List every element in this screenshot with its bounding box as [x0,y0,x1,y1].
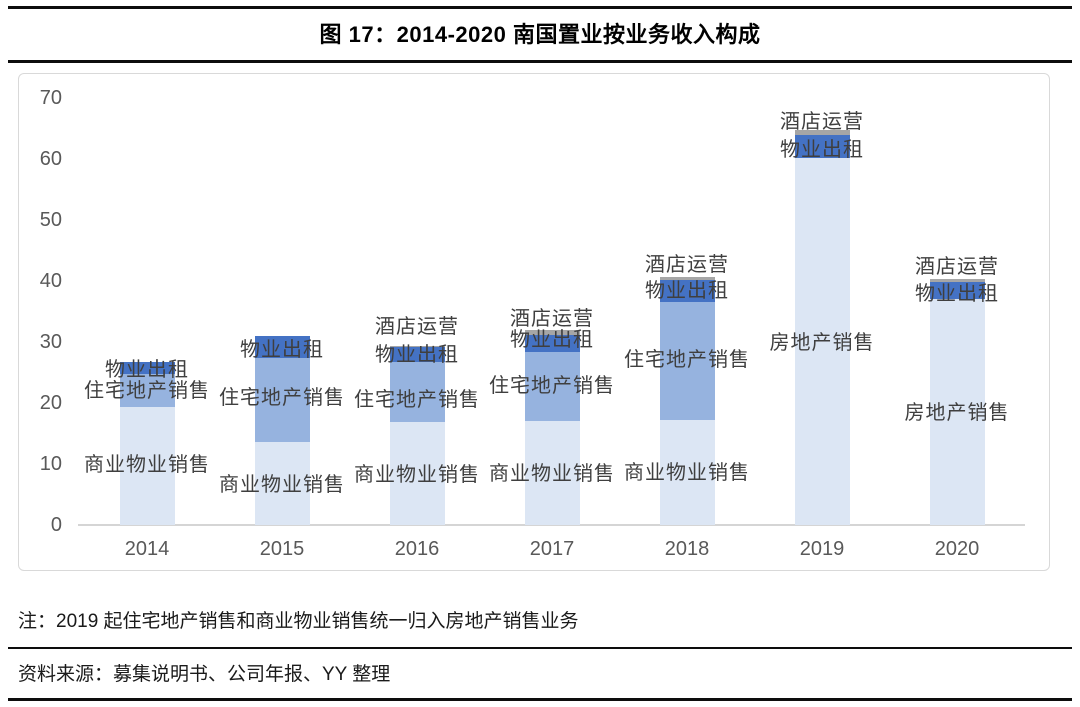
segment-label: 物业出租 [780,139,864,161]
segment-label: 商业物业销售 [624,462,750,484]
segment-label: 住宅地产销售 [84,380,210,402]
figure-title: 图 17：2014-2020 南国置业按业务收入构成 [319,22,761,47]
bar-segment-商业物业销售 [524,421,580,525]
y-axis-label: 70 [39,87,62,109]
segment-label: 酒店运营 [645,254,729,276]
bar-segment-酒店运营 [659,276,715,281]
x-axis-label: 2018 [664,538,710,560]
segment-label: 住宅地产销售 [624,349,750,371]
segment-label: 住宅地产销售 [219,387,345,409]
top-rule-line [8,6,1072,9]
bar-segment-商业物业销售 [254,442,310,525]
bar-segment-住宅地产销售 [389,361,445,422]
bar-segment-物业出租 [524,334,580,353]
bar-segment-物业出租 [659,280,715,303]
segment-label: 住宅地产销售 [354,389,480,411]
bar-segment-商业物业销售 [659,420,715,525]
footnote: 注：2019 起住宅地产销售和商业物业销售统一归入房地产销售业务 [18,611,579,632]
y-axis-label: 40 [39,270,62,292]
bar-segment-物业出租 [119,361,175,375]
bar-segment-酒店运营 [524,330,580,335]
segment-label: 物业出租 [375,344,459,366]
segment-label: 商业物业销售 [354,464,480,486]
bar-segment-物业出租 [254,335,310,358]
bottom-rule-line [8,698,1072,701]
segment-label: 商业物业销售 [489,463,615,485]
y-axis-label: 20 [39,392,62,414]
bar-segment-酒店运营 [389,346,445,348]
segment-label: 物业出租 [915,283,999,305]
bar-segment-物业出租 [929,282,985,300]
x-axis-label: 2020 [934,538,980,560]
bar-segment-酒店运营 [794,129,850,135]
x-axis-label: 2016 [394,538,440,560]
segment-label: 酒店运营 [375,316,459,338]
bar-segment-商业物业销售 [119,407,175,525]
x-axis-baseline [78,524,1025,526]
segment-label: 商业物业销售 [219,474,345,496]
bar-segment-房地产销售 [929,299,985,525]
segment-label: 物业出租 [240,339,324,361]
segment-label: 酒店运营 [510,308,594,330]
bar-segment-住宅地产销售 [119,374,175,408]
segment-label: 物业出租 [645,280,729,302]
segment-label: 房地产销售 [769,332,875,354]
y-axis-label: 30 [39,331,62,353]
y-axis-label: 50 [39,209,62,231]
x-axis-label: 2017 [529,538,575,560]
segment-label: 酒店运营 [915,256,999,278]
bar-segment-酒店运营 [929,278,985,283]
x-axis-label: 2015 [259,538,305,560]
bar-segment-物业出租 [389,347,445,362]
note-divider-line [8,647,1072,649]
segment-label: 房地产销售 [904,402,1010,424]
y-axis-label: 0 [50,514,62,536]
segment-label: 酒店运营 [780,111,864,133]
y-axis-label: 10 [39,453,62,475]
bar-segment-房地产销售 [794,158,850,525]
title-divider-line [8,60,1072,63]
x-axis-label: 2019 [799,538,845,560]
segment-label: 物业出租 [105,359,189,381]
segment-label: 住宅地产销售 [489,375,615,397]
bar-segment-住宅地产销售 [524,352,580,422]
bar-segment-住宅地产销售 [659,302,715,421]
bar-segment-住宅地产销售 [254,357,310,443]
y-axis-label: 60 [39,148,62,170]
bar-segment-商业物业销售 [389,421,445,525]
data-source: 资料来源：募集说明书、公司年报、YY 整理 [18,664,391,685]
segment-label: 商业物业销售 [84,454,210,476]
segment-label: 物业出租 [510,329,594,351]
bar-segment-物业出租 [794,134,850,159]
x-axis-label: 2014 [124,538,170,560]
